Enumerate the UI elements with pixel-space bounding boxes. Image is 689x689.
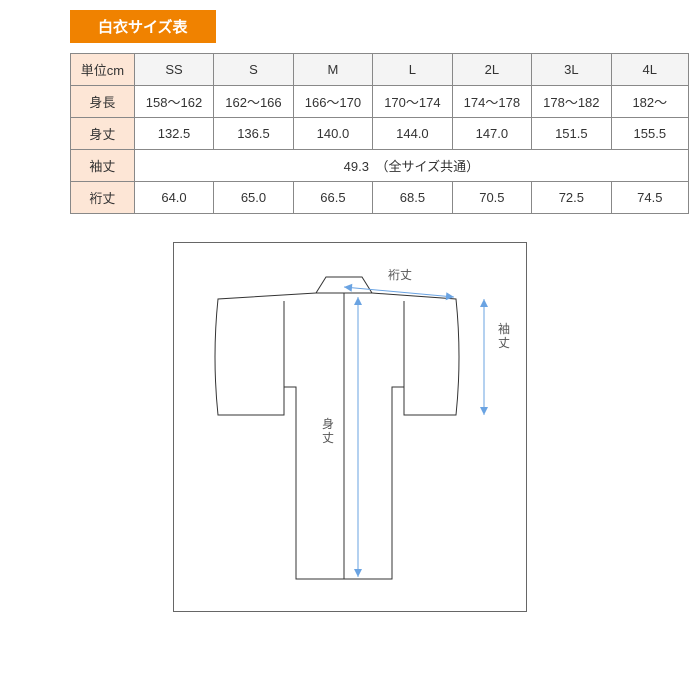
unit-cell: 単位cm	[71, 54, 135, 86]
row-label: 身丈	[71, 118, 135, 150]
svg-text:丈: 丈	[322, 431, 334, 445]
size-header: 2L	[452, 54, 531, 86]
row-label: 身長	[71, 86, 135, 118]
kimono-diagram: 裄丈袖丈身丈	[173, 242, 527, 612]
title-bar: 白衣サイズ表	[70, 10, 216, 43]
svg-text:袖: 袖	[498, 321, 510, 336]
cell: 136.5	[214, 118, 293, 150]
cell: 140.0	[293, 118, 372, 150]
cell: 178〜182	[532, 86, 611, 118]
cell: 174〜178	[452, 86, 531, 118]
cell: 70.5	[452, 182, 531, 214]
table-row: 袖丈 49.3 （全サイズ共通）	[71, 150, 689, 182]
size-header: S	[214, 54, 293, 86]
table-row: 身丈 132.5 136.5 140.0 144.0 147.0 151.5 1…	[71, 118, 689, 150]
size-table: 単位cm SS S M L 2L 3L 4L 身長 158〜162 162〜16…	[70, 53, 689, 214]
cell: 151.5	[532, 118, 611, 150]
svg-text:裄丈: 裄丈	[387, 268, 411, 282]
cell: 66.5	[293, 182, 372, 214]
cell: 147.0	[452, 118, 531, 150]
cell: 155.5	[611, 118, 688, 150]
size-header: 3L	[532, 54, 611, 86]
size-header: 4L	[611, 54, 688, 86]
size-header: L	[373, 54, 452, 86]
merged-cell: 49.3 （全サイズ共通）	[134, 150, 688, 182]
cell: 166〜170	[293, 86, 372, 118]
row-label: 裄丈	[71, 182, 135, 214]
table-row: 身長 158〜162 162〜166 166〜170 170〜174 174〜1…	[71, 86, 689, 118]
cell: 144.0	[373, 118, 452, 150]
svg-text:丈: 丈	[498, 336, 510, 350]
cell: 132.5	[134, 118, 213, 150]
cell: 65.0	[214, 182, 293, 214]
svg-text:身: 身	[322, 416, 334, 431]
cell: 158〜162	[134, 86, 213, 118]
cell: 162〜166	[214, 86, 293, 118]
table-header-row: 単位cm SS S M L 2L 3L 4L	[71, 54, 689, 86]
cell: 170〜174	[373, 86, 452, 118]
cell: 182〜	[611, 86, 688, 118]
table-row: 裄丈 64.0 65.0 66.5 68.5 70.5 72.5 74.5	[71, 182, 689, 214]
row-label: 袖丈	[71, 150, 135, 182]
size-header: M	[293, 54, 372, 86]
size-header: SS	[134, 54, 213, 86]
cell: 64.0	[134, 182, 213, 214]
cell: 74.5	[611, 182, 688, 214]
cell: 72.5	[532, 182, 611, 214]
cell: 68.5	[373, 182, 452, 214]
kimono-svg: 裄丈袖丈身丈	[174, 243, 526, 611]
